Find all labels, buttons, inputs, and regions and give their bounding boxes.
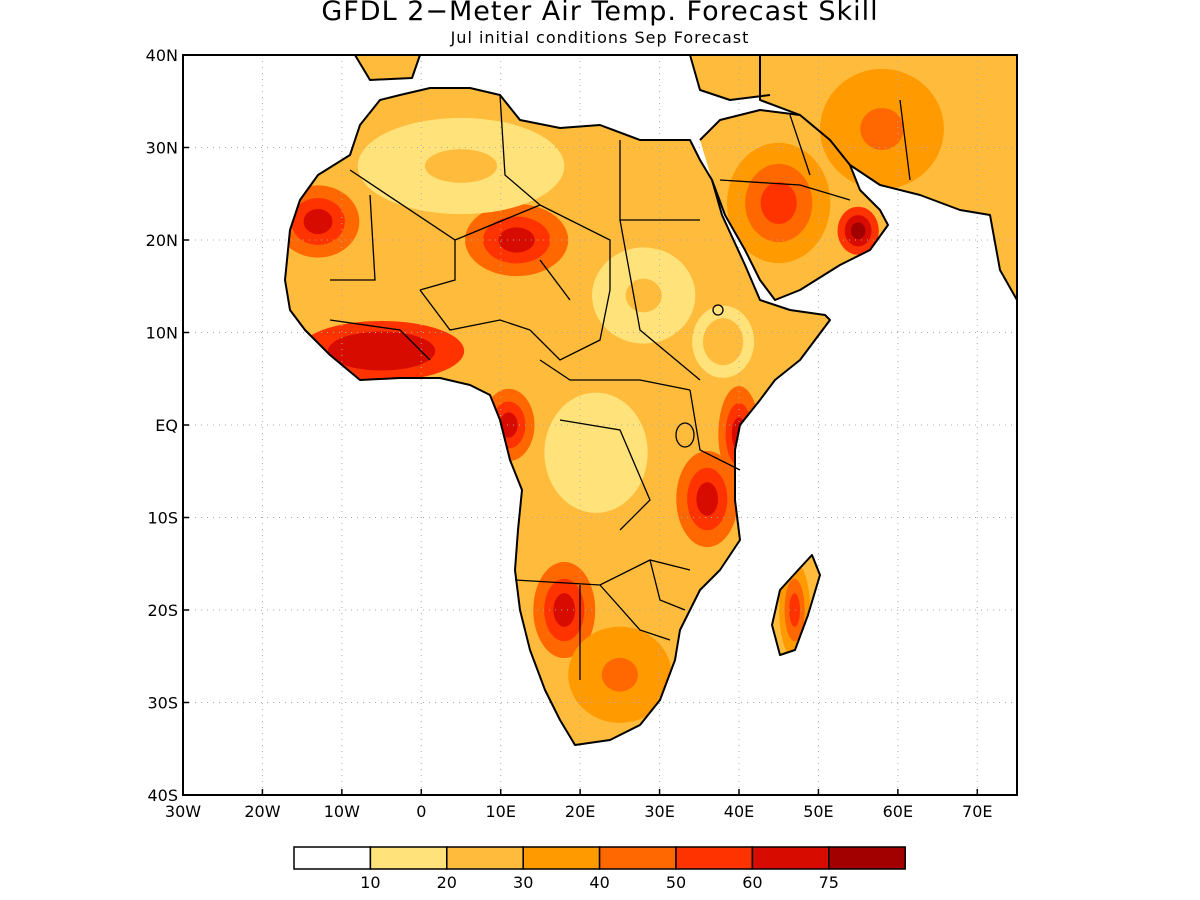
lon-tick-label: 70E: [962, 802, 992, 821]
lat-tick-label: 20N: [146, 231, 178, 250]
lat-tick-label: 40S: [147, 786, 178, 805]
skill-region-1-ring-2: [498, 227, 535, 253]
colorbar-label: 60: [742, 873, 762, 892]
colorbar-label: 10: [360, 873, 380, 892]
colorbar-label: 50: [666, 873, 686, 892]
lat-tick-label: 10N: [146, 324, 178, 343]
lat-tick-label: 30S: [147, 694, 178, 713]
skill-region-13-ring-2: [424, 149, 498, 183]
lon-tick-label: 40E: [724, 802, 754, 821]
skill-region-2-ring-2: [352, 340, 411, 362]
skill-region-7-ring-2: [696, 482, 719, 516]
colorbar-swatch: [828, 846, 906, 870]
skill-region-4-ring-2: [760, 181, 797, 225]
lon-tick-label: 20E: [565, 802, 595, 821]
colorbar-swatch: [293, 846, 372, 870]
skill-region-8-ring-2: [553, 593, 576, 627]
skill-region-10-ring-2: [789, 593, 801, 627]
lon-tick-label: 60E: [883, 802, 913, 821]
lon-tick-label: 10W: [324, 802, 360, 821]
colorbar-swatch: [675, 846, 754, 870]
skill-region-3-ring-2: [499, 412, 518, 438]
colorbar-label: 75: [819, 873, 839, 892]
skill-region-11-ring-2: [712, 329, 734, 355]
lat-tick-label: 30N: [146, 139, 178, 158]
colorbar-swatch: [369, 846, 448, 870]
colorbar-legend: 10 20 30 40 50 60 75: [293, 846, 906, 892]
lat-tick-label: 10S: [147, 509, 178, 528]
lon-tick-label: 0: [416, 802, 426, 821]
colorbar-swatch: [446, 846, 524, 870]
lat-tick-label: 20S: [147, 601, 178, 620]
chart-subtitle: Jul initial conditions Sep Forecast: [450, 28, 750, 47]
lon-tick-label: 20W: [244, 802, 280, 821]
colorbar-swatch: [522, 846, 601, 870]
lat-tick-label: EQ: [155, 416, 178, 435]
lat-tick-label: 40N: [146, 46, 178, 65]
skill-region-5-ring-2: [850, 222, 866, 240]
colorbar-swatch: [598, 846, 677, 870]
skill-region-9-ring-2: [601, 657, 638, 692]
skill-region-14-ring-2: [860, 107, 904, 151]
graticule: [183, 55, 1017, 795]
colorbar-label: 20: [437, 873, 457, 892]
lon-tick-label: 10E: [485, 802, 515, 821]
skill-region-12-ring-2: [577, 431, 615, 474]
colorbar-label: 40: [589, 873, 609, 892]
colorbar-label: 30: [513, 873, 533, 892]
skill-region-0-ring-2: [303, 208, 333, 235]
country-borders: [329, 94, 911, 680]
colorbar-swatch: [751, 846, 830, 870]
lon-tick-label: 30E: [644, 802, 674, 821]
coastlines: [284, 54, 1018, 746]
lon-tick-label: 30W: [165, 802, 201, 821]
lakes: [675, 304, 724, 448]
lon-tick-label: 50E: [803, 802, 833, 821]
chart-title: GFDL 2−Meter Air Temp. Forecast Skill: [321, 0, 879, 27]
